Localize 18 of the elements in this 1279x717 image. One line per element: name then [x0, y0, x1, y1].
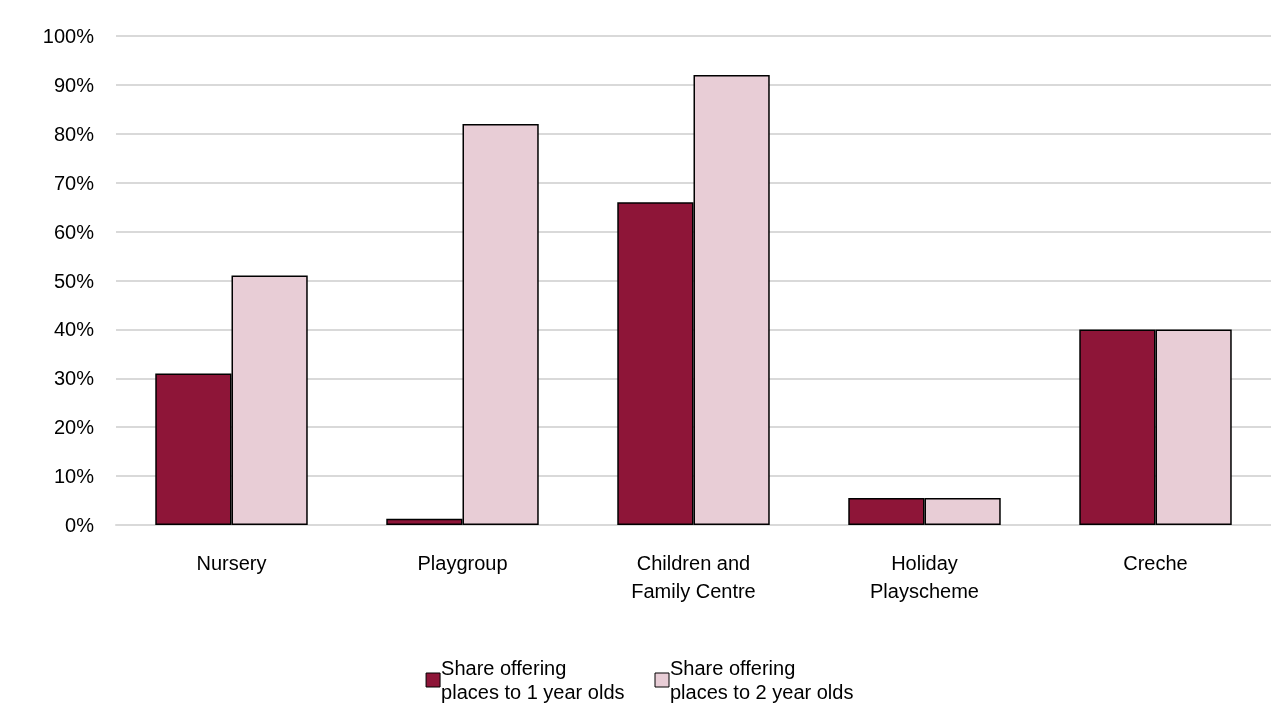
y-tick-label: 30%	[53, 367, 95, 390]
y-tick-label: 20%	[53, 416, 95, 439]
y-tick-label: 10%	[53, 465, 95, 488]
y-tick-label: 100%	[42, 25, 95, 47]
y-tick-label: 40%	[53, 318, 95, 341]
x-tick-label: Creche	[1123, 552, 1188, 574]
y-tick-label: 80%	[53, 122, 95, 145]
x-tick-label: Nursery	[196, 552, 267, 574]
x-tick-label: Holiday Playscheme	[870, 552, 979, 602]
y-tick-label: 60%	[53, 220, 95, 243]
x-tick-label: Playgroup	[417, 552, 508, 574]
x-tick-label: Children and Family Centre	[631, 552, 756, 602]
legend-label: Share offering places to 1 year olds	[441, 657, 625, 703]
y-tick-label: 70%	[53, 171, 95, 194]
y-tick-label: 50%	[53, 269, 95, 292]
y-tick-label: 0%	[65, 514, 95, 536]
legend-label: Share offering places to 2 year olds	[670, 657, 854, 703]
y-tick-label: 90%	[53, 73, 95, 96]
